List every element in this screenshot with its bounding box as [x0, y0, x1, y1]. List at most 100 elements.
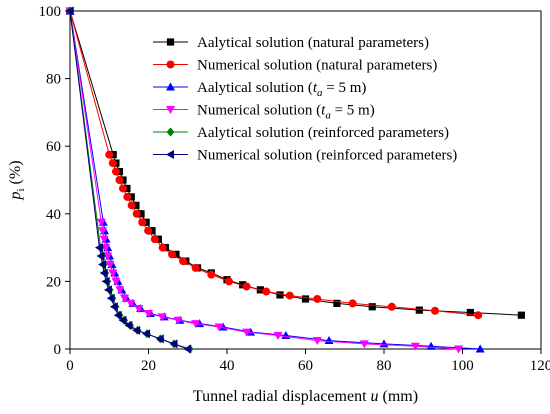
data-point [103, 285, 112, 295]
data-point [207, 270, 216, 279]
data-point [65, 6, 74, 16]
data-point [242, 282, 251, 291]
legend-marker [166, 38, 175, 46]
x-tick-label: 120 [530, 358, 550, 374]
data-point [111, 167, 120, 176]
data-point [103, 252, 113, 261]
data-point [99, 268, 108, 278]
data-point [157, 313, 167, 322]
legend-marker [166, 127, 175, 137]
data-point [123, 192, 132, 201]
data-point [105, 150, 114, 159]
data-point [333, 299, 341, 307]
data-point [96, 218, 106, 227]
data-point [379, 339, 389, 348]
data-point [126, 299, 136, 308]
data-point [466, 308, 474, 317]
series-4 [65, 7, 464, 354]
x-tick-label: 80 [377, 358, 392, 374]
data-point [173, 316, 183, 325]
data-point [108, 269, 118, 278]
x-tick-label: 60 [298, 358, 313, 374]
data-point [132, 201, 140, 209]
data-point [348, 299, 357, 308]
data-point [98, 260, 107, 269]
legend-label: Aalytical solution (ta = 5 m) [197, 80, 366, 99]
legend-item: Numerical solution (reinforced parameter… [153, 148, 457, 164]
x-axis-title: Tunnel radial displacement u (mm) [193, 388, 418, 405]
data-point [183, 344, 192, 354]
plot-area [65, 6, 525, 354]
legend-item: Numerical solution (natural parameters) [153, 58, 437, 74]
data-point [118, 315, 127, 325]
data-point [276, 291, 284, 299]
data-point [359, 340, 369, 349]
legend-marker [166, 82, 175, 91]
data-point [113, 310, 122, 320]
data-point [118, 184, 127, 193]
data-point [474, 311, 483, 320]
y-tick-label: 0 [54, 342, 62, 358]
legend-label: Aalytical solution (natural parameters) [197, 35, 429, 51]
data-point [387, 302, 396, 311]
legend-item: Aalytical solution (natural parameters) [153, 35, 429, 51]
legend-item: Aalytical solution (ta = 5 m) [153, 80, 366, 99]
data-point [105, 261, 115, 269]
data-point [214, 323, 224, 332]
data-point [142, 329, 151, 339]
axes: 0 20 40 60 80 100 120 0 20 40 60 80 100 [39, 4, 550, 374]
data-point [144, 226, 153, 235]
legend-item: Aalytical solution (reinforced parameter… [153, 125, 449, 141]
data-point [475, 344, 485, 353]
y-tick-label: 80 [46, 72, 61, 88]
data-point [224, 277, 233, 286]
data-point [96, 251, 105, 261]
y-tick-label: 100 [39, 4, 62, 20]
data-point [101, 276, 110, 286]
legend-label: Numerical solution (natural parameters) [197, 58, 437, 74]
legend-label: Numerical solution (ta = 5 m) [197, 103, 375, 122]
data-point [115, 176, 124, 184]
data-point [242, 328, 252, 337]
data-point [132, 325, 141, 335]
data-point [169, 339, 178, 349]
y-tick-label: 40 [46, 207, 61, 223]
data-point [368, 303, 376, 311]
data-point [158, 243, 167, 252]
legend-label: Numerical solution (reinforced parameter… [197, 148, 457, 164]
data-point [517, 311, 525, 319]
legend-marker [166, 60, 175, 69]
data-point [262, 287, 271, 296]
y-tick-label: 20 [46, 274, 61, 290]
legend-label: Aalytical solution (reinforced parameter… [197, 125, 449, 141]
x-tick-label: 0 [66, 358, 74, 374]
data-point [410, 342, 420, 351]
data-point [155, 334, 164, 344]
data-point [168, 250, 177, 259]
data-point [191, 320, 201, 329]
data-point [111, 277, 121, 286]
data-point [415, 306, 423, 314]
data-point [179, 257, 188, 266]
data-point [94, 243, 103, 253]
legend: Aalytical solution (natural parameters) N… [153, 35, 457, 164]
data-point [127, 201, 136, 210]
data-point [301, 295, 310, 303]
data-point [99, 235, 109, 244]
data-point [115, 286, 125, 295]
data-point [132, 209, 141, 218]
data-point [137, 210, 145, 218]
legend-marker [166, 106, 175, 114]
data-point [313, 294, 322, 303]
y-tick-label: 60 [46, 139, 61, 155]
series-6 [65, 6, 192, 354]
y-axis-title: pi (%) [7, 160, 27, 200]
data-point [285, 291, 294, 300]
data-point [431, 306, 440, 315]
data-point [98, 227, 108, 236]
data-point [120, 294, 130, 303]
data-point [108, 159, 117, 168]
legend-item: Numerical solution (ta = 5 m) [153, 103, 375, 122]
legend-marker [166, 150, 174, 159]
x-tick-label: 40 [220, 358, 235, 374]
